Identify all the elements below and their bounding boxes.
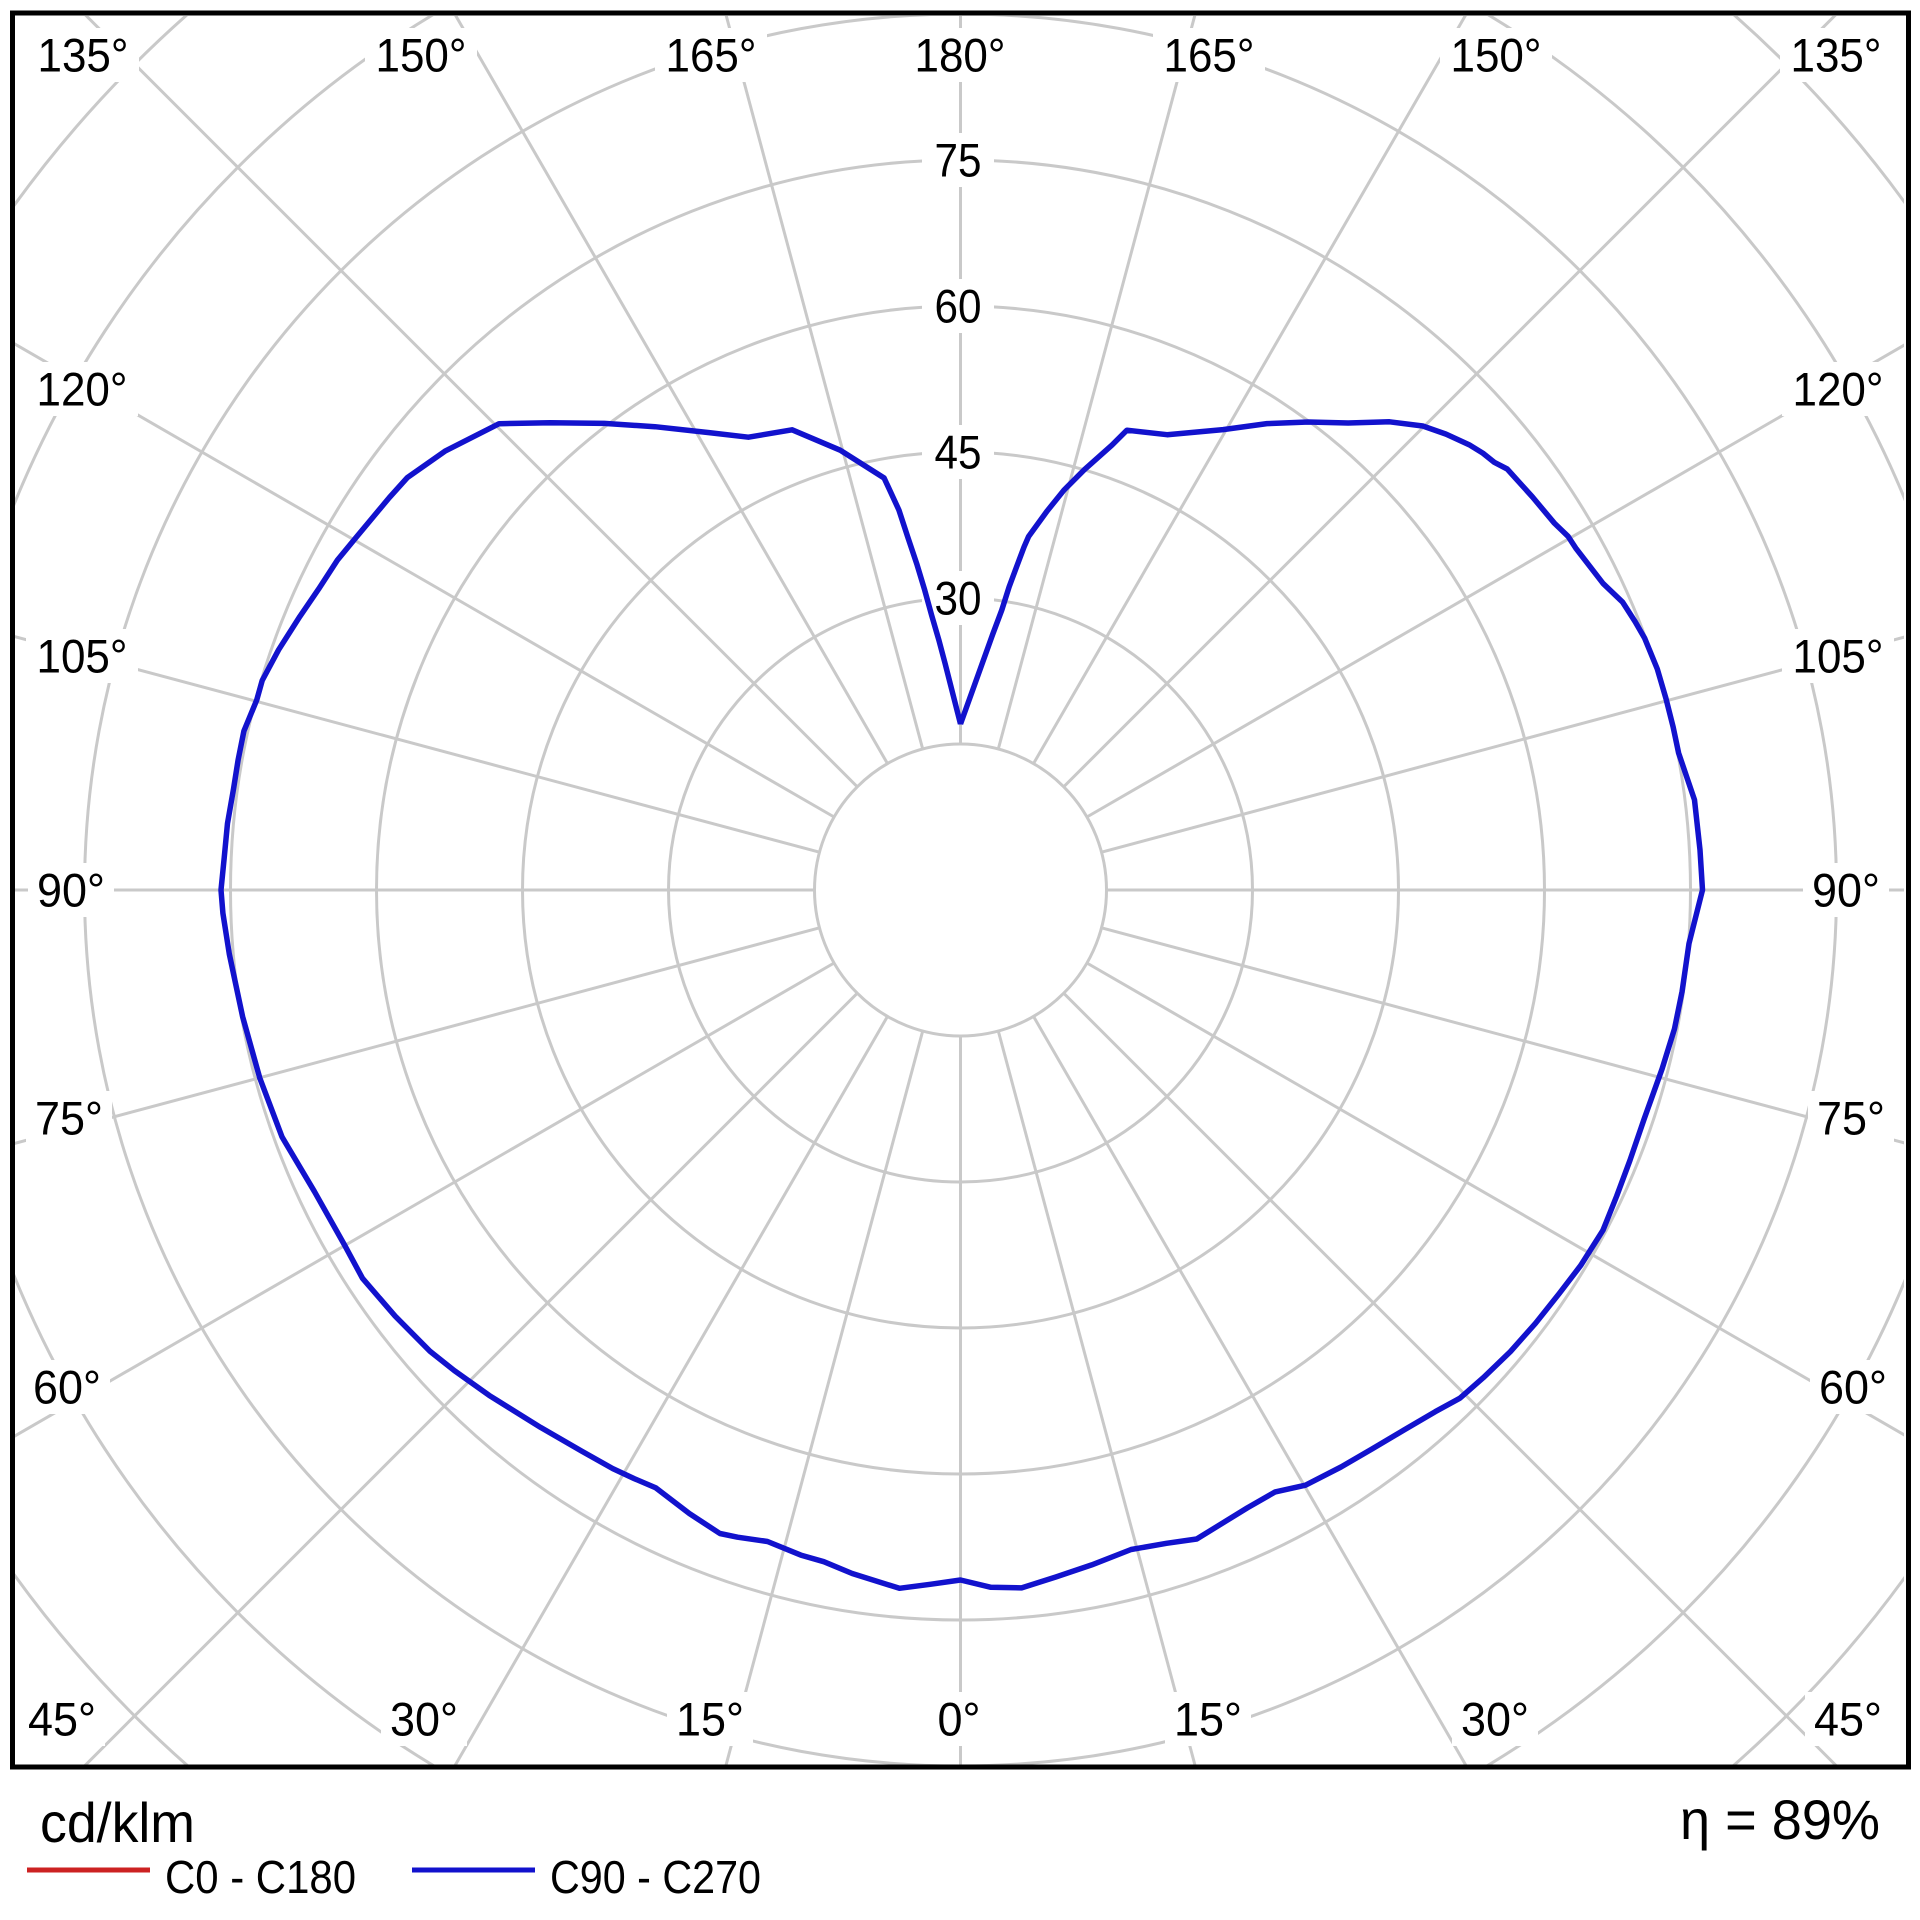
svg-text:15°: 15°: [676, 1693, 744, 1746]
svg-text:60°: 60°: [33, 1361, 101, 1414]
svg-text:30°: 30°: [390, 1693, 458, 1746]
svg-text:135°: 135°: [1791, 29, 1882, 82]
svg-text:165°: 165°: [1164, 29, 1255, 82]
svg-text:η = 89%: η = 89%: [1680, 1788, 1880, 1851]
svg-text:165°: 165°: [666, 29, 757, 82]
svg-text:105°: 105°: [1793, 630, 1884, 683]
svg-text:120°: 120°: [1793, 363, 1884, 416]
svg-text:90°: 90°: [1812, 864, 1880, 917]
svg-text:105°: 105°: [37, 630, 128, 683]
svg-text:45: 45: [935, 426, 982, 479]
svg-text:30: 30: [935, 572, 982, 625]
svg-text:60°: 60°: [1819, 1361, 1887, 1414]
svg-text:45°: 45°: [1814, 1693, 1882, 1746]
svg-text:180°: 180°: [915, 29, 1006, 82]
svg-text:30°: 30°: [1461, 1693, 1529, 1746]
svg-text:120°: 120°: [37, 363, 128, 416]
svg-text:135°: 135°: [38, 29, 129, 82]
svg-text:0°: 0°: [938, 1693, 981, 1746]
svg-text:45°: 45°: [28, 1693, 96, 1746]
svg-text:C0 - C180: C0 - C180: [165, 1851, 356, 1903]
svg-text:C90 - C270: C90 - C270: [550, 1851, 761, 1903]
svg-text:150°: 150°: [1451, 29, 1542, 82]
svg-text:cd/klm: cd/klm: [40, 1791, 195, 1854]
svg-text:75: 75: [935, 134, 982, 187]
svg-text:75°: 75°: [1817, 1092, 1885, 1145]
svg-text:90°: 90°: [37, 864, 105, 917]
svg-text:60: 60: [935, 280, 982, 333]
svg-text:15°: 15°: [1174, 1693, 1242, 1746]
svg-text:75°: 75°: [35, 1092, 103, 1145]
svg-text:150°: 150°: [376, 29, 467, 82]
